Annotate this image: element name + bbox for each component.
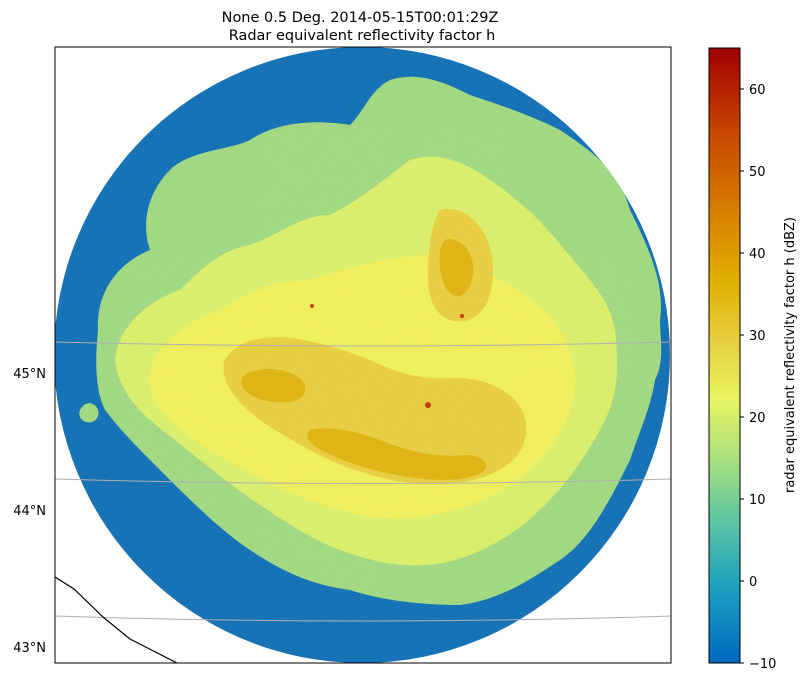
- map-frame: [54, 46, 672, 664]
- lat-label-45: 45°N: [13, 367, 46, 382]
- colorbar-tick-label: −10: [749, 657, 776, 672]
- colorbar: −10 0 10 20 30 40 50 60 radar equivalent reflec…: [708, 47, 798, 672]
- gridline-45n: [55, 341, 671, 347]
- colorbar-tick-label: 30: [749, 329, 766, 344]
- coastline: [55, 576, 178, 663]
- colorbar-label: radar equivalent reflectivity factor h (…: [783, 217, 798, 493]
- lat-label-44: 44°N: [13, 504, 46, 519]
- colorbar-tick-label: 50: [749, 165, 766, 180]
- gridline-43n: [55, 615, 671, 622]
- colorbar-scale: [708, 47, 741, 664]
- chart-subtitle: Radar equivalent reflectivity factor h: [229, 28, 496, 44]
- colorbar-tick-label: 0: [749, 575, 757, 590]
- colorbar-tick-label: 40: [749, 247, 766, 262]
- reflectivity-echoes: [55, 47, 670, 663]
- gridline-44n: [55, 478, 671, 484]
- lat-label-43: 43°N: [13, 641, 46, 656]
- colorbar-tick-label: 10: [749, 493, 766, 508]
- colorbar-tick-label: 60: [749, 83, 766, 98]
- chart-title: None 0.5 Deg. 2014-05-15T00:01:29Z: [222, 10, 499, 26]
- colorbar-tick-label: 20: [749, 411, 766, 426]
- map-area: [55, 47, 671, 663]
- colorbar-ticks: −10 0 10 20 30 40 50 60: [740, 83, 776, 672]
